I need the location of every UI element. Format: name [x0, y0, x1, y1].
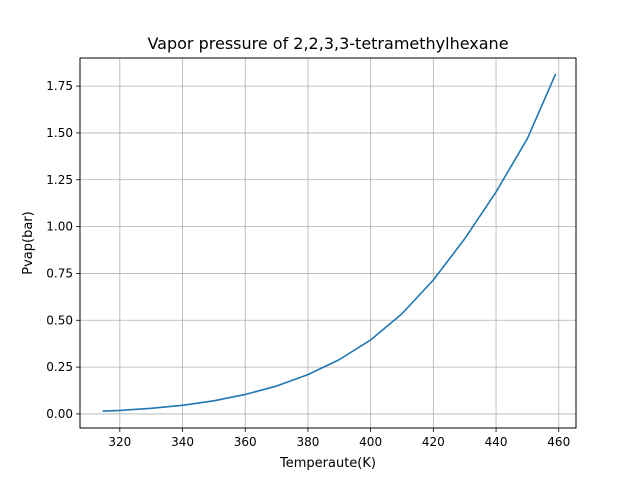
axes-frame — [79, 57, 577, 429]
x-tick-label: 440 — [485, 435, 508, 449]
y-tick-label: 1.25 — [46, 173, 73, 187]
y-tick-label: 1.75 — [46, 79, 73, 93]
y-tick-label: 0.50 — [46, 313, 73, 327]
y-tick-label: 0.25 — [46, 360, 73, 374]
x-tick-label: 380 — [296, 435, 319, 449]
x-tick-label: 360 — [234, 435, 257, 449]
x-tick-label: 320 — [108, 435, 131, 449]
x-tick-label: 400 — [359, 435, 382, 449]
y-tick-label: 0.75 — [46, 266, 73, 280]
y-tick-label: 1.50 — [46, 126, 73, 140]
x-axis-label: Temperaute(K) — [279, 456, 376, 471]
y-axis-label: Pvap(bar) — [21, 211, 36, 274]
y-tick-label: 1.00 — [46, 220, 73, 234]
ticks: 320 340 360 380 400 420 440 460 0.00 0.25 0.50 0.75… — [46, 79, 570, 449]
grid — [80, 58, 576, 428]
y-tick-label: 0.00 — [46, 407, 73, 421]
chart-title: Vapor pressure of 2,2,3,3-tetramethylhex… — [147, 34, 508, 53]
x-tick-label: 460 — [547, 435, 570, 449]
plot-area — [102, 73, 557, 412]
x-tick-label: 340 — [171, 435, 194, 449]
series-line — [102, 73, 557, 412]
x-tick-label: 420 — [422, 435, 445, 449]
